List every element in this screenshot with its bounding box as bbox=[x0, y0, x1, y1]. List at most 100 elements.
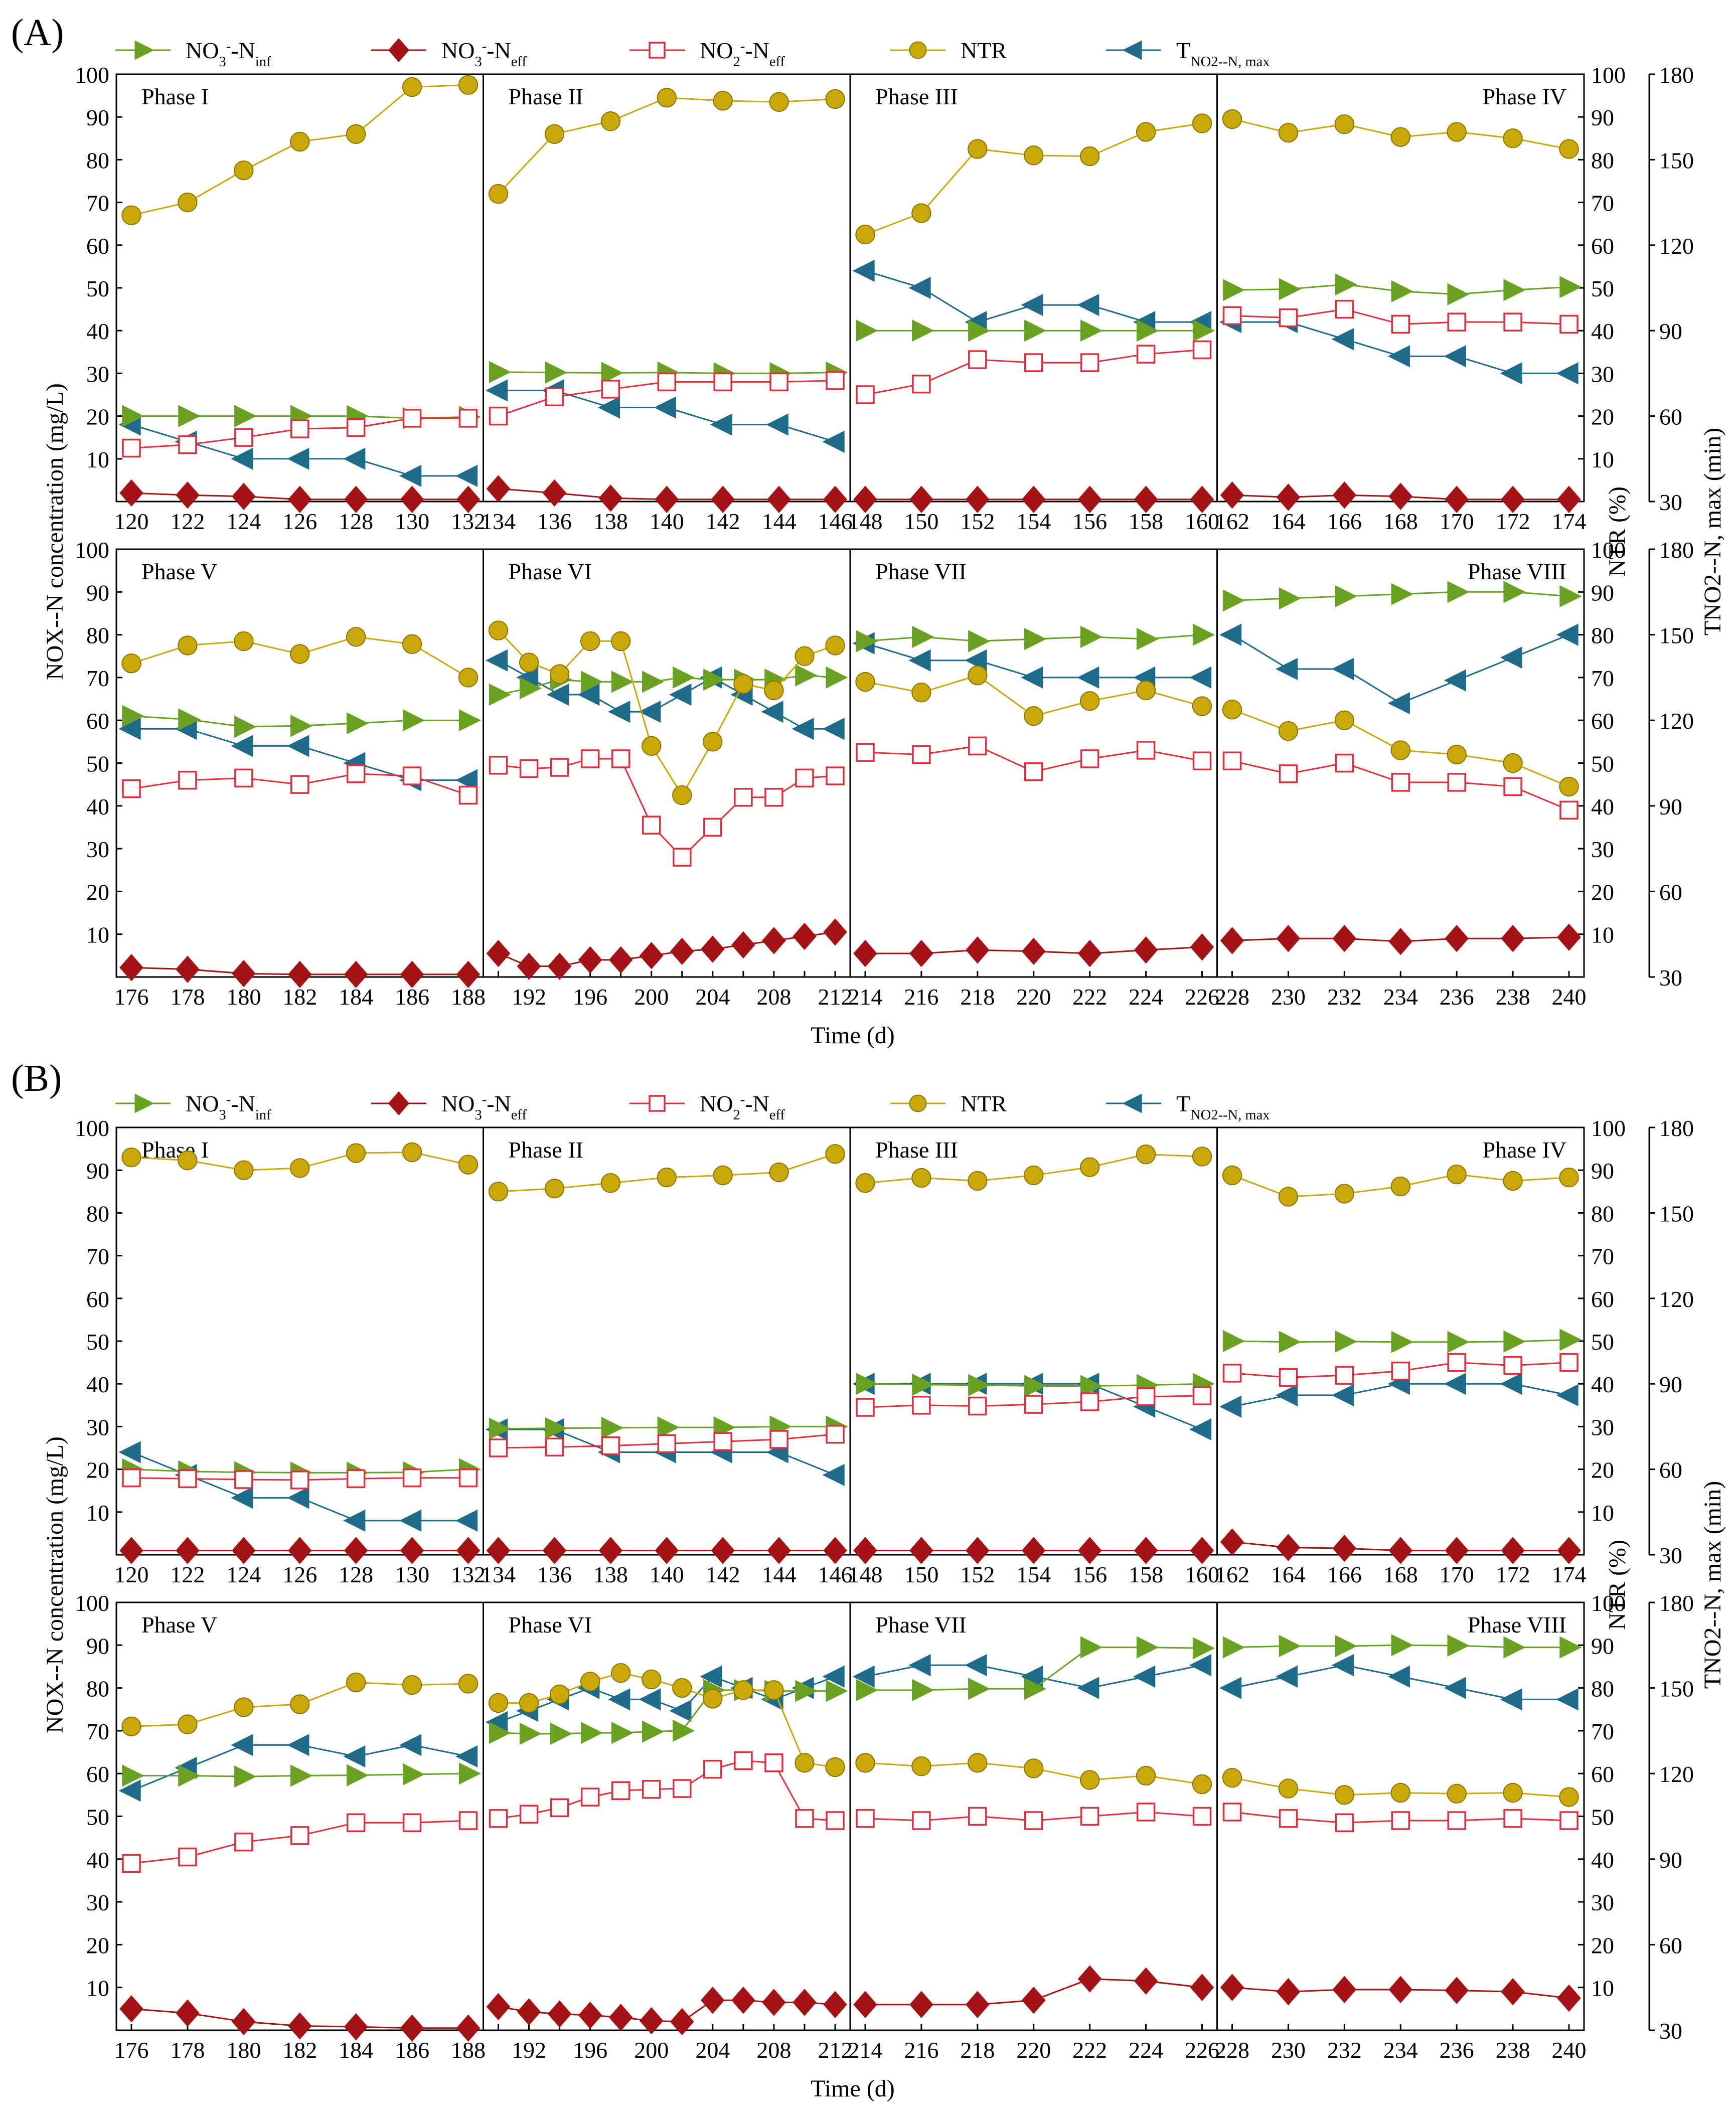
series-line-ntr bbox=[498, 630, 836, 797]
marker-no3_eff bbox=[1332, 925, 1357, 952]
marker-no3_eff bbox=[598, 1537, 623, 1564]
marker-ntr bbox=[290, 644, 310, 664]
marker-ntr bbox=[642, 1669, 662, 1690]
marker-no3_inf bbox=[1080, 1375, 1103, 1397]
marker-no3_eff bbox=[119, 1537, 143, 1564]
ntr-tick-label: 90 bbox=[1591, 580, 1614, 605]
left-tick-label: 90 bbox=[86, 580, 109, 605]
marker-no3_eff bbox=[1445, 485, 1469, 513]
marker-no3_eff bbox=[1557, 1984, 1581, 2012]
marker-no2_eff bbox=[734, 787, 753, 807]
phase-label: Phase IV bbox=[1483, 84, 1566, 109]
marker-t_no2_max bbox=[822, 430, 845, 453]
marker-no2_eff bbox=[1391, 1811, 1410, 1830]
marker-no3_eff bbox=[119, 954, 143, 982]
marker-no3_inf bbox=[1391, 583, 1413, 605]
legend-text-part: - bbox=[1218, 1107, 1223, 1123]
marker-no3_inf bbox=[1279, 1331, 1301, 1353]
marker-no3_inf bbox=[290, 715, 313, 737]
legend-text-part: eff bbox=[769, 54, 785, 70]
marker-no3_eff bbox=[1190, 1974, 1214, 2001]
ntr-tick-label: 70 bbox=[1591, 1719, 1614, 1744]
marker-no3_inf bbox=[122, 705, 144, 727]
t-tick-label: 30 bbox=[1659, 490, 1682, 515]
marker-no3_eff bbox=[701, 1987, 725, 2014]
marker-no2_eff bbox=[1335, 1813, 1354, 1833]
left-tick-label: 40 bbox=[86, 318, 109, 344]
marker-no3_eff bbox=[608, 2004, 633, 2031]
marker-t_no2_max bbox=[1500, 1373, 1522, 1395]
marker-ntr bbox=[769, 1162, 789, 1183]
ntr-tick-label: 100 bbox=[1591, 537, 1626, 563]
x-tick-label: 192 bbox=[512, 2037, 546, 2063]
marker-no3_eff bbox=[598, 484, 623, 512]
marker-no3_eff bbox=[853, 1537, 877, 1564]
marker-ntr bbox=[1136, 122, 1156, 142]
marker-no3_inf bbox=[968, 319, 991, 342]
marker-no3_eff bbox=[966, 485, 990, 513]
marker-no3_eff bbox=[823, 1991, 847, 2019]
marker-no3_eff bbox=[1077, 1965, 1102, 1993]
x-tick-label: 216 bbox=[904, 2037, 938, 2063]
ntr-tick-label: 20 bbox=[1591, 1932, 1614, 1958]
marker-no2_eff bbox=[1080, 749, 1099, 768]
marker-no2_eff bbox=[458, 785, 478, 805]
right-axis-title-t-a: TNO2--N, max (min) bbox=[1699, 428, 1726, 636]
marker-ntr bbox=[178, 1714, 198, 1734]
legend-text-part: NO bbox=[1190, 1107, 1211, 1123]
marker-no3_eff bbox=[542, 1537, 567, 1564]
x-tick-label: 154 bbox=[1016, 1562, 1051, 1587]
marker-t_no2_max bbox=[1444, 1373, 1466, 1395]
marker-t_no2_max bbox=[547, 683, 569, 706]
marker-no3_eff bbox=[456, 2014, 481, 2042]
marker-ntr bbox=[911, 203, 931, 223]
x-tick-label: 144 bbox=[762, 1562, 797, 1587]
x-tick-label: 222 bbox=[1072, 2037, 1107, 2063]
marker-no3_eff bbox=[793, 922, 817, 950]
marker-ntr bbox=[1222, 700, 1242, 720]
marker-no2_eff bbox=[1136, 345, 1156, 364]
marker-t_no2_max bbox=[1219, 1677, 1242, 1699]
marker-ntr bbox=[795, 646, 815, 666]
left-tick-label: 50 bbox=[86, 276, 109, 301]
marker-t_no2_max bbox=[287, 447, 309, 470]
phase-label: Phase IV bbox=[1483, 1137, 1566, 1163]
marker-ntr bbox=[764, 680, 784, 701]
marker-no3_inf bbox=[178, 708, 201, 731]
legend-marker-t_no2_max bbox=[1122, 40, 1142, 60]
marker-no3_eff bbox=[287, 485, 312, 513]
legend-text-part: -N bbox=[745, 1091, 769, 1116]
x-tick-label: 136 bbox=[537, 1562, 572, 1587]
marker-no2_eff bbox=[1279, 764, 1298, 783]
x-tick-label: 236 bbox=[1440, 984, 1474, 1010]
marker-no3_eff bbox=[1388, 928, 1413, 955]
marker-no3_eff bbox=[578, 946, 602, 974]
t-tick-label: 180 bbox=[1659, 1590, 1694, 1616]
marker-ntr bbox=[1079, 146, 1100, 167]
marker-ntr bbox=[121, 1716, 141, 1737]
legend-text-part: - bbox=[226, 1092, 231, 1107]
marker-no3_eff bbox=[1077, 939, 1102, 967]
marker-no3_inf bbox=[1192, 1637, 1215, 1660]
x-axis-title-b: Time (d) bbox=[811, 2075, 895, 2102]
marker-t_no2_max bbox=[399, 1509, 422, 1532]
marker-ntr bbox=[1503, 1171, 1523, 1191]
marker-ntr bbox=[1390, 740, 1410, 760]
marker-t_no2_max bbox=[1556, 362, 1579, 385]
left-tick-label: 50 bbox=[86, 1805, 109, 1830]
x-tick-label: 162 bbox=[1215, 1562, 1249, 1587]
x-tick-label: 228 bbox=[1215, 984, 1249, 1010]
marker-no3_inf bbox=[1192, 319, 1215, 342]
marker-t_no2_max bbox=[852, 259, 875, 282]
t-tick-label: 150 bbox=[1659, 623, 1694, 648]
marker-t_no2_max bbox=[1077, 666, 1099, 689]
t-tick-label: 60 bbox=[1659, 879, 1682, 905]
marker-no2_eff bbox=[856, 1809, 875, 1828]
marker-no2_eff bbox=[1559, 1811, 1579, 1830]
x-tick-label: 178 bbox=[170, 2037, 205, 2063]
ntr-tick-label: 60 bbox=[1591, 1761, 1614, 1787]
marker-no3_eff bbox=[1445, 1537, 1469, 1564]
marker-no3_eff bbox=[767, 485, 791, 513]
marker-no2_eff bbox=[519, 1805, 539, 1824]
marker-no2_eff bbox=[290, 1826, 309, 1845]
